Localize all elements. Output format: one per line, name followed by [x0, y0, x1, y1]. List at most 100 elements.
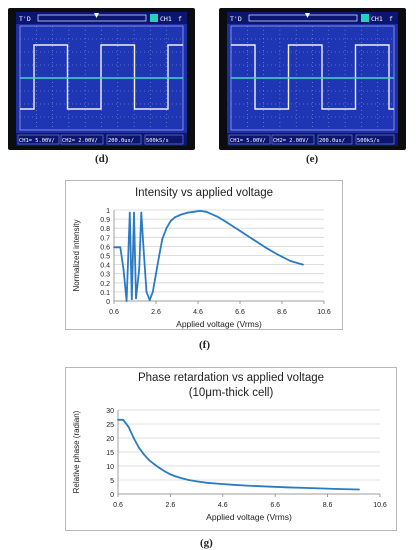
status-field: 200.0us/ — [108, 138, 134, 144]
y-tick-label: 25 — [106, 422, 114, 429]
y-tick-label: 10 — [106, 464, 114, 471]
data-point — [119, 246, 122, 249]
trigger-position-bar — [37, 14, 147, 22]
data-point — [145, 291, 148, 293]
data-point — [122, 268, 125, 271]
y-tick-label: 0.8 — [100, 226, 110, 233]
series-line — [118, 418, 360, 491]
data-point — [358, 488, 360, 491]
data-point — [187, 479, 190, 481]
trigger-channel: CH1 — [371, 15, 383, 23]
x-tick-label: 8.6 — [323, 502, 333, 509]
x-tick-label: 8.6 — [277, 309, 287, 316]
series-line — [114, 210, 304, 302]
y-tick-label: 0.6 — [100, 244, 110, 251]
y-tick-label: 0.7 — [100, 235, 110, 242]
y-tick-label: 1 — [106, 208, 110, 215]
trigger-mode: T'D — [230, 15, 242, 23]
trigger-channel: CH1 — [160, 15, 172, 23]
chart-f-plot: 00.10.20.30.40.50.60.70.80.910.6 2.6 4.6 6.… — [72, 208, 331, 329]
data-point — [199, 210, 202, 212]
y-tick-label: 5 — [110, 478, 114, 485]
x-tick-label: 6.6 — [270, 502, 280, 509]
x-tick-label: 10.6 — [317, 309, 331, 316]
status-field: 500kS/s — [146, 138, 169, 144]
y-tick-label: 0 — [110, 492, 114, 499]
data-point — [142, 245, 145, 248]
status-field: CH2= 2.00V/ — [273, 138, 309, 144]
y-tick-label: 0.3 — [100, 272, 110, 279]
data-point — [192, 210, 195, 213]
ch1-square-wave-trace — [231, 44, 394, 110]
data-point — [140, 211, 143, 214]
data-point — [158, 254, 161, 257]
data-point — [251, 238, 254, 240]
data-point — [159, 467, 161, 470]
y-axis-title: Normalized intensity — [72, 219, 81, 291]
data-point — [219, 483, 222, 485]
y-tick-label: 0.5 — [100, 254, 110, 261]
status-field: CH2= 2.00V/ — [62, 138, 98, 144]
data-point — [128, 211, 131, 214]
chart-f-frame: Intensity vs applied voltage 0 0.1 0.2 0.3 0… — [65, 180, 343, 330]
status-field-box — [144, 134, 184, 145]
panel-label-d: (d) — [95, 153, 109, 165]
data-point — [186, 211, 189, 214]
data-point — [276, 253, 279, 256]
chart-g-frame: Phase retardation vs applied voltage (10… — [65, 367, 397, 531]
data-point — [138, 446, 140, 449]
data-point — [113, 246, 115, 249]
trigger-mode: T'D — [19, 15, 31, 23]
x-tick-label: 2.6 — [151, 309, 161, 316]
trigger-marker-icon — [305, 13, 310, 18]
x-tick-label: 4.6 — [193, 309, 203, 316]
ch1-square-wave-trace — [20, 44, 183, 110]
data-point — [174, 475, 177, 478]
data-point — [132, 437, 135, 439]
trigger-position-bar — [248, 14, 358, 22]
data-point — [169, 220, 172, 222]
trigger-slope: f — [178, 15, 182, 23]
data-point — [245, 484, 248, 487]
oscilloscope-d: T'D CH1 f CH1= 5.00V/CH2= 2.00V/200.0us/500… — [8, 8, 195, 150]
chart-g-plot: 0 5 10 15 20 25 30 0.6 2.6 4.6 6.6 8.6 10.6 Applied v… — [72, 408, 387, 522]
data-point — [148, 299, 151, 301]
data-point — [180, 213, 183, 216]
x-tick-label: 2.6 — [166, 502, 176, 509]
data-point — [155, 272, 157, 275]
trigger-marker-icon — [94, 13, 99, 18]
data-point — [130, 298, 133, 301]
status-field-box — [355, 134, 395, 145]
data-point — [206, 481, 209, 484]
status-field: 200.0us/ — [319, 138, 345, 144]
y-tick-label: 0.4 — [100, 263, 110, 270]
oscilloscope-screen-e: T'D CH1 f CH1= 5.00V/CH2= 2.00V/200.0us/500… — [227, 12, 398, 146]
data-point — [226, 221, 229, 224]
oscilloscope-screen-d: T'D CH1 f CH1= 5.00V/CH2= 2.00V/200.0us/500… — [16, 12, 187, 146]
y-tick-label: 15 — [106, 450, 114, 457]
oscilloscope-e: T'D CH1 f CH1= 5.00V/CH2= 2.00V/200.0us/500… — [219, 8, 406, 150]
data-point — [153, 463, 156, 466]
data-point — [127, 425, 130, 428]
data-point — [232, 483, 235, 486]
status-field-box — [228, 134, 271, 145]
status-field: CH1= 5.00V/ — [230, 138, 266, 144]
data-point — [311, 487, 313, 489]
data-point — [216, 215, 218, 218]
panel-label-f: (f) — [199, 339, 210, 351]
data-point — [117, 418, 119, 421]
data-point — [258, 485, 261, 488]
chart-g-title-line2: (10μm-thick cell) — [188, 387, 274, 399]
ch1-indicator-icon — [361, 14, 369, 22]
x-axis-title: Applied voltage (Vrms) — [176, 319, 262, 329]
data-point — [135, 297, 137, 300]
data-point — [138, 268, 141, 271]
chart-f-title: Intensity vs applied voltage — [134, 187, 274, 199]
data-point — [180, 477, 182, 479]
ch1-indicator-icon — [150, 14, 158, 22]
status-field-box — [60, 134, 104, 145]
data-point — [284, 486, 287, 489]
y-axis-title: Relative phase (radian) — [72, 410, 81, 493]
data-point — [302, 263, 304, 266]
data-point — [169, 473, 172, 476]
